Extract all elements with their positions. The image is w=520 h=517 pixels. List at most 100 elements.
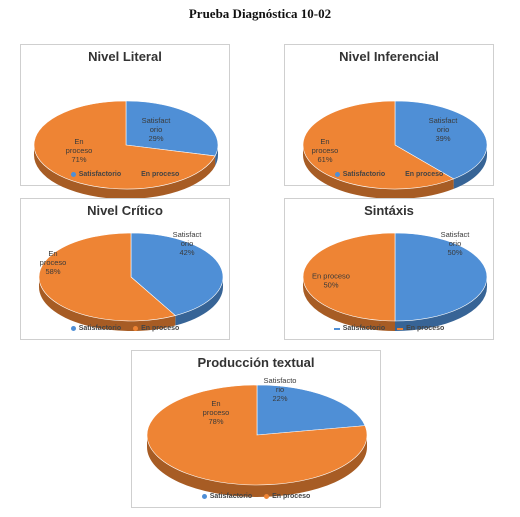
data-label-line: En [48,249,57,258]
data-label-line: proceso [40,258,67,267]
data-label-line: orio [181,239,194,248]
legend-item: Satisfactorio [334,171,386,178]
pie-slice-side-en-proceso [303,277,395,331]
data-label-line: Satisfact [142,116,172,125]
pie-slice-side-satisfactorio [175,277,223,326]
pie-chart: Satisfact orio 39%En proceso 61% [302,100,488,200]
legend-item: Satisfactorio [70,325,122,332]
data-label-line: orio [449,239,462,248]
data-label-line: 61% [317,155,332,164]
legend-item: En proceso [264,493,310,500]
pie-slice-en-proceso [33,100,216,190]
pie-slice-side-satisfactorio [395,277,487,331]
legend-swatch [334,172,340,177]
data-label-line: 58% [45,267,60,276]
chart-title: Nivel Crítico [87,203,163,218]
data-label-line: 50% [323,281,338,290]
legend-label: En proceso [141,171,180,178]
pie-slice-side-satisfactorio [453,145,487,189]
data-label: Satisfact orio 42% [173,230,203,257]
legend-label: En proceso [272,493,311,500]
pie-chart: Satisfact orio 50%En proceso 50% [302,230,488,331]
pie-slice-en-proceso [302,100,455,190]
legend-swatch [201,494,207,499]
legend-swatch [397,327,404,330]
data-label-line: En [211,399,220,408]
chart-legend: Satisfactorio En proceso [132,493,380,500]
data-label-line: proceso [66,146,93,155]
pie-slice-satisfactorio [125,100,219,157]
legend-item: En proceso [397,171,443,178]
legend-swatch [133,172,139,177]
pie-slice-en-proceso [146,384,368,486]
data-label-line: 50% [447,248,462,257]
data-label-line: orio [150,125,163,134]
chart-legend: Satisfactorio En proceso [21,325,229,332]
chart-title: Producción textual [197,355,315,370]
data-label-line: Satisfact [173,230,203,239]
chart-legend: Satisfactorio En proceso [285,325,493,332]
legend-swatch [333,327,340,330]
pie-slice-side-satisfactorio [215,145,218,166]
legend-label: En proceso [141,325,180,332]
data-label-line: rio [276,385,284,394]
data-label-line: proceso [203,408,230,417]
data-label-line: 71% [71,155,86,164]
chart-panel-literal: Nivel Literal Satisfact orio 29% En proceso 7… [20,44,230,200]
legend-label: En proceso [406,325,445,332]
pie-slice-en-proceso [302,232,396,322]
legend-label: Satisfactorio [342,325,386,332]
legend-label: Satisfactorio [78,325,122,332]
legend-label: Satisfactorio [209,493,253,500]
data-label-line: proceso [312,146,339,155]
pie-slice-en-proceso [38,232,176,322]
data-label-line: 78% [208,417,223,426]
chart-panel-produccion: Producción textual Satisfacto rio 22% En pro… [131,350,381,508]
legend-swatch [70,172,76,177]
pie-slice-side-en-proceso [303,145,454,200]
data-label-line: 39% [435,134,450,143]
data-label-line: 42% [179,248,194,257]
data-label-line: En [74,137,83,146]
legend-item: En proceso [133,171,179,178]
chart-title: Nivel Inferencial [339,49,439,64]
legend-swatch [70,326,76,331]
legend-item: Satisfactorio [70,171,121,178]
chart-title: Sintáxis [364,203,414,218]
legend-label: Satisfactorio [342,171,386,178]
chart-panel-critico: Nivel Crítico Satisfact orio 42% En proceso 5… [20,198,230,340]
pie-chart: Satisfacto rio 22%En proceso 78% [146,376,368,497]
data-label: Satisfacto rio 22% [264,376,297,403]
chart-legend: Satisfactorio En proceso [21,171,229,178]
data-label-line: Satisfact [429,116,459,125]
pie-slice-satisfactorio [394,232,488,322]
legend-item: En proceso [397,325,444,332]
data-label: Satisfact orio 50% [441,230,471,257]
data-label-line: Satisfact [441,230,471,239]
data-label-line: orio [437,125,450,134]
pie-slice-satisfactorio [130,232,224,316]
chart-legend: Satisfactorio En proceso [285,171,493,178]
data-label: En proceso 58% [40,249,67,276]
data-label: Satisfact orio 29% [142,116,172,143]
legend-item: Satisfactorio [333,325,386,332]
data-label-line: En [320,137,329,146]
chart-panel-inferencial: Nivel Inferencial Satisfact orio 39% En proc… [284,44,494,200]
legend-swatch [133,326,139,331]
legend-item: Satisfactorio [201,493,253,500]
chart-panel-sintaxis: Sintáxis Satisfact orio 50% En proceso 50% S… [284,198,494,340]
data-label-line: En proceso [312,272,350,281]
pie-slice-side-en-proceso [147,435,367,497]
pie-slice-side-en-proceso [34,145,216,200]
data-label-line: 22% [272,394,287,403]
data-label-line: Satisfacto [264,376,297,385]
pie-slice-side-en-proceso [39,277,176,331]
data-label: Satisfact orio 39% [429,116,459,143]
chart-title: Nivel Literal [88,49,162,64]
legend-swatch [264,494,270,499]
pie-slice-satisfactorio [256,384,366,436]
legend-label: En proceso [405,171,444,178]
pie-slice-satisfactorio [394,100,488,180]
legend-swatch [397,172,403,177]
data-label: En proceso 61% [312,137,339,164]
